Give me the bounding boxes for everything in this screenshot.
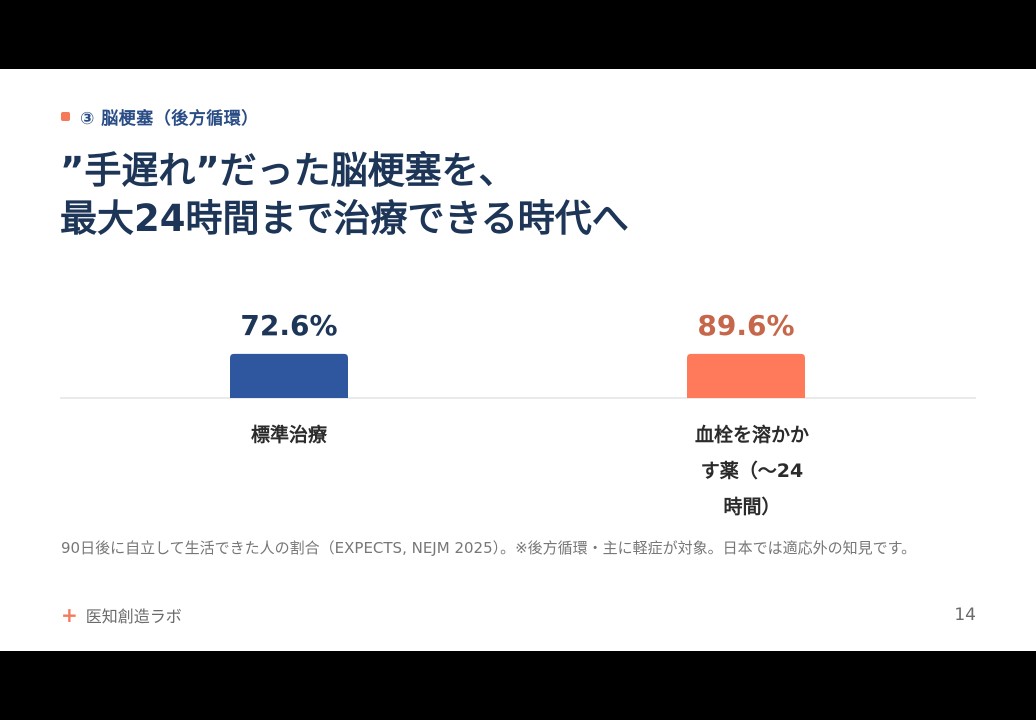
section-marker-icon bbox=[61, 111, 70, 121]
section-label: ③ 脳梗塞（後方循環） bbox=[80, 108, 259, 129]
bar-value-label-1: 72.6% bbox=[240, 309, 337, 342]
category-label-line: 時間） bbox=[723, 496, 781, 518]
page-number: 14 bbox=[954, 605, 976, 625]
bar-1 bbox=[230, 353, 348, 398]
headline: ”手遅れ”だった脳梗塞を、 最大24時間まで治療できる時代へ bbox=[60, 147, 980, 243]
letterbox-top bbox=[0, 0, 1036, 69]
bar-2 bbox=[687, 353, 805, 398]
brand: + 医知創造ラボ bbox=[61, 603, 182, 627]
bar-chart: 72.6% 89.6% 標準治療 血栓を溶かか す薬（〜24 時間） bbox=[0, 291, 1036, 521]
chart-svg: 72.6% 89.6% bbox=[60, 309, 976, 399]
footnote: 90日後に自立して生活できた人の割合（EXPECTS, NEJM 2025）。※… bbox=[61, 539, 917, 557]
slide: ③ 脳梗塞（後方循環） ”手遅れ”だった脳梗塞を、 最大24時間まで治療できる時… bbox=[0, 69, 1036, 651]
category-label-line: す薬（〜24 bbox=[700, 460, 804, 482]
category-label-1: 標準治療 bbox=[209, 417, 369, 453]
category-label-line: 血栓を溶かか bbox=[694, 424, 809, 446]
headline-line-1: ”手遅れ”だった脳梗塞を、 bbox=[60, 149, 516, 192]
category-label-2: 血栓を溶かか す薬（〜24 時間） bbox=[672, 417, 832, 525]
headline-line-2: 最大24時間まで治療できる時代へ bbox=[60, 197, 629, 240]
plus-icon: + bbox=[61, 603, 78, 627]
brand-name: 医知創造ラボ bbox=[85, 607, 182, 626]
category-label-line: 標準治療 bbox=[250, 424, 327, 446]
section-tag: ③ 脳梗塞（後方循環） bbox=[61, 103, 259, 129]
letterbox-bottom bbox=[0, 651, 1036, 720]
bar-value-label-2: 89.6% bbox=[697, 309, 794, 342]
